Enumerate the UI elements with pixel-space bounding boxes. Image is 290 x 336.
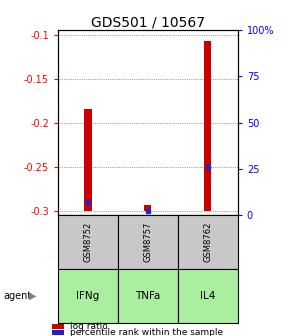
Text: GSM8752: GSM8752 — [84, 222, 93, 262]
Bar — [118, 215, 178, 269]
Text: percentile rank within the sample: percentile rank within the sample — [70, 328, 223, 336]
Text: IFNg: IFNg — [76, 291, 99, 301]
Bar — [58, 269, 118, 323]
Text: GSM8762: GSM8762 — [203, 222, 212, 262]
Text: ▶: ▶ — [29, 291, 37, 301]
Title: GDS501 / 10567: GDS501 / 10567 — [91, 15, 205, 29]
Bar — [118, 269, 178, 323]
Text: TNFa: TNFa — [135, 291, 161, 301]
Bar — [204, 41, 211, 211]
Bar — [52, 330, 64, 335]
Bar — [178, 215, 238, 269]
Text: IL4: IL4 — [200, 291, 215, 301]
Bar — [144, 205, 151, 211]
Text: GSM8757: GSM8757 — [143, 222, 153, 262]
Bar — [52, 324, 64, 329]
Bar — [178, 269, 238, 323]
Bar — [58, 215, 118, 269]
Bar — [84, 110, 92, 211]
Text: log ratio: log ratio — [70, 322, 107, 331]
Text: agent: agent — [3, 291, 31, 301]
